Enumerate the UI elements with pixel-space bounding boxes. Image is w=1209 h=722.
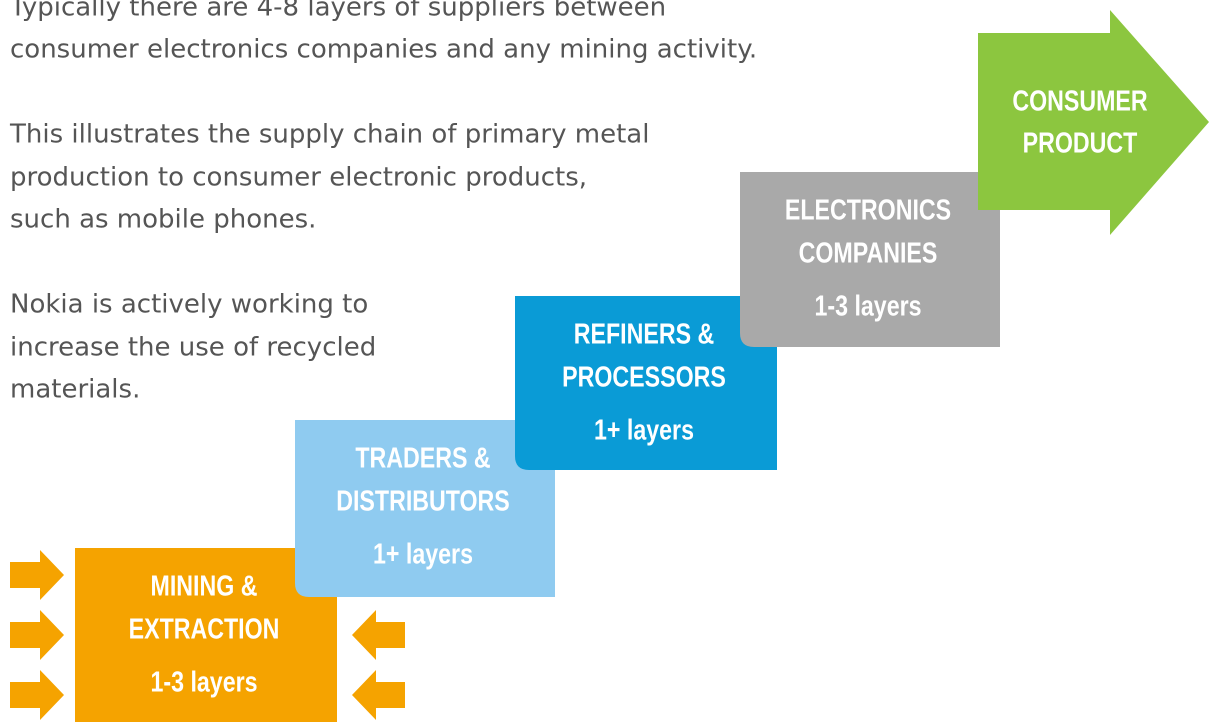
stage-title: CONSUMER [1012, 84, 1147, 117]
intro-line: Typically there are 4-8 layers of suppli… [9, 0, 666, 23]
stage-label-row: 1-3 layers [150, 665, 257, 698]
stage-label-row: DISTRIBUTORS [336, 484, 510, 517]
stage-label-row: REFINERS & [574, 317, 714, 350]
stage-label-row: MINING & [151, 569, 258, 602]
stage-layers: 1+ layers [373, 537, 473, 570]
stage-title: MINING & [151, 569, 258, 602]
intro-line: production to consumer electronic produc… [10, 163, 587, 193]
intro-line: materials. [10, 375, 140, 405]
stage-box [515, 296, 777, 470]
stage-label-row: PROCESSORS [562, 360, 726, 393]
intro-line: consumer electronics companies and any m… [10, 35, 757, 65]
stage-box [75, 548, 337, 722]
stage-label-row: ELECTRONICS [785, 193, 951, 226]
stage-title: EXTRACTION [129, 612, 280, 645]
intro-line: such as mobile phones. [10, 205, 316, 235]
stage-layers: 1-3 layers [814, 289, 921, 322]
stage-label-row: EXTRACTION [129, 612, 280, 645]
stage-label-row: 1+ layers [594, 413, 694, 446]
in-arrow [10, 670, 64, 720]
in-arrow [10, 550, 64, 600]
side-arrows [10, 550, 405, 720]
stage-title: DISTRIBUTORS [336, 484, 510, 517]
stage-layers: 1-3 layers [150, 665, 257, 698]
stage-box [295, 420, 555, 597]
stage-arrow [978, 10, 1209, 235]
stage-title: PROCESSORS [562, 360, 726, 393]
stage-label-row: 1-3 layers [814, 289, 921, 322]
stage-title: ELECTRONICS [785, 193, 951, 226]
intro-line: increase the use of recycled [10, 333, 376, 363]
stage-label-row: TRADERS & [355, 441, 490, 474]
stage-title: PRODUCT [1023, 126, 1138, 159]
in-arrow [10, 610, 64, 660]
stage-box [740, 172, 1000, 347]
stage-layers: 1+ layers [594, 413, 694, 446]
stage-label-row: 1+ layers [373, 537, 473, 570]
stage-label-row: PRODUCT [1023, 126, 1138, 159]
in-arrow [352, 610, 405, 660]
stage-title: TRADERS & [355, 441, 490, 474]
stage-label-row: CONSUMER [1012, 84, 1147, 117]
stage-title: COMPANIES [799, 236, 938, 269]
intro-line: Nokia is actively working to [10, 290, 368, 320]
stage-title: REFINERS & [574, 317, 714, 350]
stage-label-row: COMPANIES [799, 236, 938, 269]
intro-line: This illustrates the supply chain of pri… [9, 120, 649, 150]
in-arrow [352, 670, 405, 720]
